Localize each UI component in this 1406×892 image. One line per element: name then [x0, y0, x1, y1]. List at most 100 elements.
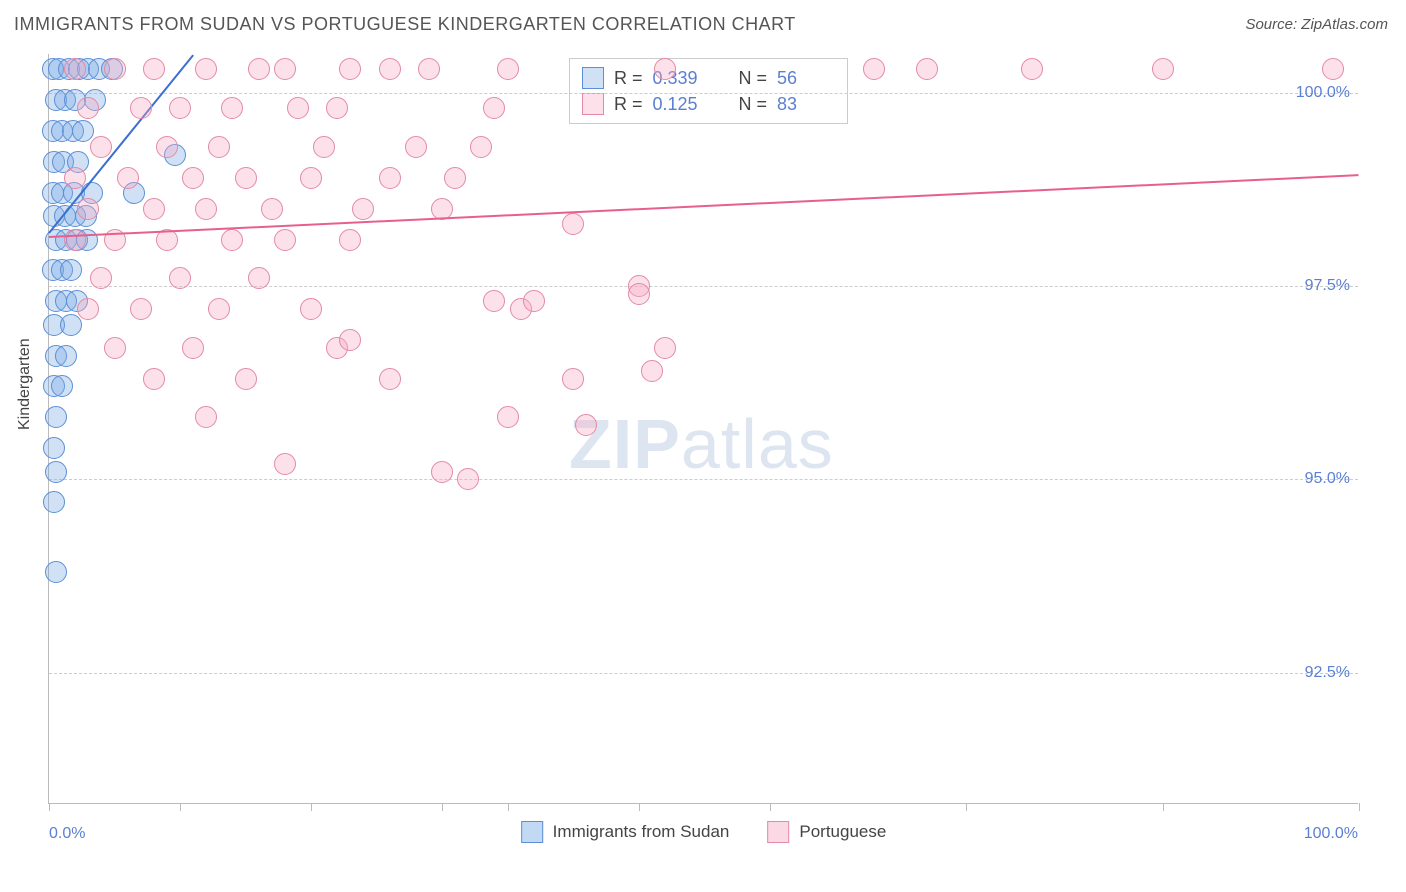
stat-n-portuguese: 83	[777, 94, 835, 115]
data-point-portuguese	[143, 368, 165, 390]
y-tick-label: 97.5%	[1305, 277, 1350, 295]
data-point-portuguese	[470, 136, 492, 158]
data-point-portuguese	[208, 136, 230, 158]
data-point-portuguese	[352, 198, 374, 220]
data-point-portuguese	[221, 97, 243, 119]
chart-source: Source: ZipAtlas.com	[1245, 16, 1388, 33]
data-point-sudan	[43, 437, 65, 459]
data-point-portuguese	[169, 267, 191, 289]
data-point-portuguese	[248, 267, 270, 289]
data-point-portuguese	[628, 283, 650, 305]
x-axis-min-label: 0.0%	[49, 825, 85, 843]
data-point-portuguese	[274, 453, 296, 475]
watermark: ZIPatlas	[569, 404, 834, 484]
data-point-portuguese	[431, 461, 453, 483]
data-point-portuguese	[248, 58, 270, 80]
data-point-portuguese	[221, 229, 243, 251]
y-axis-title: Kindergarten	[16, 338, 34, 430]
x-tick	[966, 803, 967, 811]
data-point-portuguese	[562, 368, 584, 390]
data-point-portuguese	[77, 198, 99, 220]
x-tick	[639, 803, 640, 811]
y-tick-label: 100.0%	[1296, 84, 1350, 102]
stat-r-label: R =	[614, 68, 643, 89]
data-point-portuguese	[444, 167, 466, 189]
y-tick-label: 92.5%	[1305, 664, 1350, 682]
legend-swatch-sudan	[521, 821, 543, 843]
data-point-portuguese	[654, 337, 676, 359]
stat-n-label: N =	[739, 94, 768, 115]
data-point-portuguese	[195, 58, 217, 80]
data-point-portuguese	[182, 337, 204, 359]
data-point-portuguese	[641, 360, 663, 382]
legend-item-portuguese: Portuguese	[767, 821, 886, 843]
data-point-portuguese	[77, 298, 99, 320]
gridline	[49, 673, 1358, 674]
bottom-legend: Immigrants from Sudan Portuguese	[521, 821, 887, 843]
data-point-sudan	[60, 314, 82, 336]
legend-swatch-portuguese	[767, 821, 789, 843]
data-point-portuguese	[104, 58, 126, 80]
x-tick	[311, 803, 312, 811]
data-point-portuguese	[863, 58, 885, 80]
data-point-sudan	[45, 561, 67, 583]
data-point-portuguese	[562, 213, 584, 235]
data-point-portuguese	[339, 329, 361, 351]
data-point-sudan	[45, 406, 67, 428]
data-point-portuguese	[64, 167, 86, 189]
stat-r-portuguese: 0.125	[653, 94, 711, 115]
data-point-portuguese	[654, 58, 676, 80]
data-point-portuguese	[916, 58, 938, 80]
data-point-portuguese	[379, 58, 401, 80]
data-point-portuguese	[1021, 58, 1043, 80]
data-point-portuguese	[130, 298, 152, 320]
data-point-portuguese	[339, 229, 361, 251]
data-point-portuguese	[90, 136, 112, 158]
data-point-portuguese	[77, 97, 99, 119]
data-point-portuguese	[274, 229, 296, 251]
chart-header: IMMIGRANTS FROM SUDAN VS PORTUGUESE KIND…	[0, 0, 1406, 48]
data-point-portuguese	[195, 198, 217, 220]
gridline	[49, 93, 1358, 94]
data-point-portuguese	[326, 97, 348, 119]
stats-legend-box: R = 0.339 N = 56 R = 0.125 N = 83	[569, 58, 848, 124]
data-point-portuguese	[143, 198, 165, 220]
data-point-portuguese	[523, 290, 545, 312]
data-point-portuguese	[405, 136, 427, 158]
data-point-portuguese	[287, 97, 309, 119]
watermark-light: atlas	[681, 405, 834, 483]
legend-item-sudan: Immigrants from Sudan	[521, 821, 730, 843]
data-point-portuguese	[235, 167, 257, 189]
gridline	[49, 286, 1358, 287]
stats-row-portuguese: R = 0.125 N = 83	[582, 91, 835, 117]
data-point-sudan	[51, 375, 73, 397]
x-tick	[770, 803, 771, 811]
data-point-portuguese	[195, 406, 217, 428]
stat-n-label: N =	[739, 68, 768, 89]
gridline	[49, 479, 1358, 480]
swatch-sudan	[582, 67, 604, 89]
data-point-portuguese	[64, 229, 86, 251]
plot-area: ZIPatlas R = 0.339 N = 56 R = 0.125 N = …	[48, 54, 1358, 804]
data-point-portuguese	[483, 97, 505, 119]
data-point-portuguese	[379, 167, 401, 189]
data-point-sudan	[43, 491, 65, 513]
data-point-portuguese	[313, 136, 335, 158]
data-point-portuguese	[117, 167, 139, 189]
x-tick	[1163, 803, 1164, 811]
data-point-portuguese	[143, 58, 165, 80]
data-point-portuguese	[90, 267, 112, 289]
data-point-portuguese	[300, 167, 322, 189]
data-point-portuguese	[418, 58, 440, 80]
y-tick-label: 95.0%	[1305, 470, 1350, 488]
data-point-portuguese	[497, 406, 519, 428]
data-point-portuguese	[208, 298, 230, 320]
data-point-sudan	[72, 120, 94, 142]
x-tick	[49, 803, 50, 811]
x-tick	[1359, 803, 1360, 811]
data-point-portuguese	[130, 97, 152, 119]
data-point-portuguese	[457, 468, 479, 490]
legend-label-sudan: Immigrants from Sudan	[553, 822, 730, 842]
chart-title: IMMIGRANTS FROM SUDAN VS PORTUGUESE KIND…	[14, 14, 796, 35]
x-axis-max-label: 100.0%	[1304, 825, 1358, 843]
